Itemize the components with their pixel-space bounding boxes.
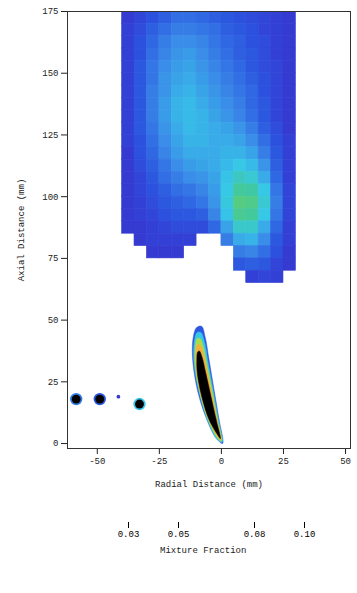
svg-text:50: 50 <box>340 457 351 467</box>
svg-text:150: 150 <box>42 69 58 79</box>
svg-text:175: 175 <box>42 7 58 17</box>
svg-text:125: 125 <box>42 131 58 141</box>
svg-text:0.10: 0.10 <box>294 530 316 540</box>
svg-text:0: 0 <box>219 457 224 467</box>
svg-text:25: 25 <box>48 378 59 388</box>
svg-text:0.05: 0.05 <box>168 530 190 540</box>
svg-text:0: 0 <box>53 439 58 449</box>
svg-text:Radial Distance (mm): Radial Distance (mm) <box>155 480 263 490</box>
svg-text:Axial Distance (mm): Axial Distance (mm) <box>17 179 27 282</box>
svg-text:25: 25 <box>278 457 289 467</box>
svg-text:0.03: 0.03 <box>118 530 140 540</box>
svg-text:100: 100 <box>42 193 58 203</box>
svg-text:-25: -25 <box>151 457 167 467</box>
svg-text:50: 50 <box>48 316 59 326</box>
html-text:Mixture Fraction: Mixture Fraction <box>160 546 247 556</box>
svg-text:0.08: 0.08 <box>244 530 266 540</box>
svg-text:75: 75 <box>48 254 59 264</box>
svg-text:-50: -50 <box>89 457 105 467</box>
